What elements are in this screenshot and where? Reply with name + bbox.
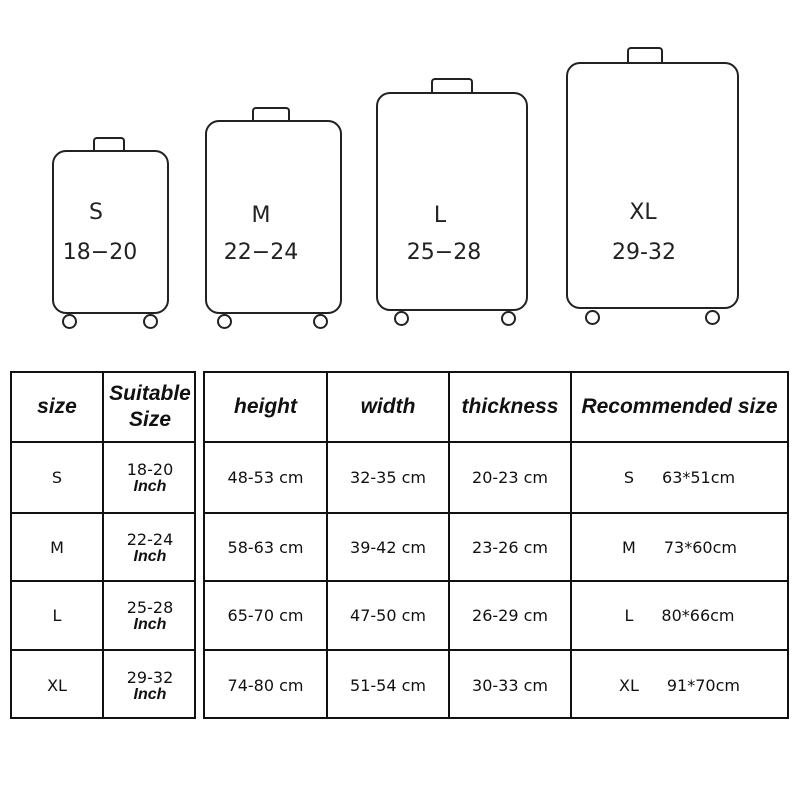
column-header: Recommended size [572,373,787,443]
size-cell: M [12,514,104,582]
suitable-size-table: size Suitable Size S 18-20 Inch M 22-24 Inch L 25… [10,371,196,719]
unit-label: Inch [133,685,167,703]
header-text: thickness [461,395,559,418]
recommended-size-cell: XL 91*70cm [572,651,787,719]
suitcase-handle [627,47,663,64]
height-value: 48-53 cm [227,468,304,487]
unit-label: Inch [133,547,167,565]
suitcase-wheel [585,310,600,325]
suitcase-wheel [394,311,409,326]
header-text: Recommended size [581,395,778,418]
header-text: width [360,395,416,418]
thickness-value: 30-33 cm [472,675,548,695]
size-value: M [50,537,64,557]
recommended-size-dimensions: 73*60cm [663,537,737,557]
thickness-value: 23-26 cm [472,537,548,557]
suitcase-wheel [313,314,328,329]
suitcase-size-label: M [251,203,271,228]
recommended-size: M 73*60cm [622,538,737,557]
height-value: 74-80 cm [227,675,304,695]
suitcase-handle [431,78,473,94]
thickness-value: 20-23 cm [472,468,548,487]
recommended-size-cell: M 73*60cm [572,514,787,582]
suitcase-wheel [705,310,720,325]
suitable-size-cell: 29-32 Inch [104,651,196,719]
suitable-size-cell: 18-20 Inch [104,443,196,514]
suitcase-size-label: XL [629,200,657,225]
size-value: XL [47,675,67,695]
width-cell: 47-50 cm [328,582,450,651]
header-text: height [234,395,297,418]
width-cell: 32-35 cm [328,443,450,514]
width-cell: 39-42 cm [328,514,450,582]
suitable-range: 25-28 [126,598,174,617]
column-header: size [12,373,104,443]
suitcase-wheel [62,314,77,329]
recommended-size-cell: L 80*66cm [572,582,787,651]
recommended-size-dimensions: 91*70cm [666,675,740,695]
suitcase-body [52,150,169,314]
width-value: 47-50 cm [350,606,426,625]
height-cell: 48-53 cm [205,443,328,514]
suitcase-wheel [217,314,232,329]
suitcase-wheel [501,311,516,326]
suitcase-range-label: 22−24 [223,240,299,265]
recommended-size: XL 91*70cm [619,676,740,695]
width-value: 39-42 cm [350,537,426,557]
width-value: 32-35 cm [350,468,426,487]
suitable-range: 29-32 [126,667,174,687]
thickness-cell: 30-33 cm [450,651,572,719]
suitable-range: 18-20 [126,460,174,479]
suitcase-body [205,120,342,314]
size-value: S [51,468,63,487]
recommended-size-dimensions: 80*66cm [661,606,735,625]
column-header: thickness [450,373,572,443]
recommended-size-letter: XL [619,675,639,695]
recommended-size-letter: L [624,606,634,625]
suitcase-size-label: L [433,203,447,228]
suitcase-body [376,92,528,311]
height-cell: 58-63 cm [205,514,328,582]
recommended-size-letter: S [623,468,635,487]
recommended-size: L 80*66cm [624,606,734,625]
recommended-size-letter: M [622,537,636,557]
suitcase-wheel [143,314,158,329]
dimensions-table: height width thickness Recommended size 48-5… [203,371,789,719]
column-header: Suitable Size [104,373,196,443]
column-header: height [205,373,328,443]
height-value: 65-70 cm [227,606,304,625]
size-cell: L [12,582,104,651]
width-value: 51-54 cm [350,675,426,695]
size-value: L [52,606,62,625]
suitable-size-cell: 22-24 Inch [104,514,196,582]
header-text: size [37,395,77,418]
suitcase-handle [93,137,125,152]
width-cell: 51-54 cm [328,651,450,719]
thickness-value: 26-29 cm [472,606,548,625]
unit-label: Inch [133,616,167,633]
suitcase-body [566,62,739,309]
recommended-size-dimensions: 63*51cm [662,468,736,487]
thickness-cell: 20-23 cm [450,443,572,514]
height-cell: 74-80 cm [205,651,328,719]
thickness-cell: 23-26 cm [450,514,572,582]
recommended-size: S 63*51cm [624,468,735,487]
height-cell: 65-70 cm [205,582,328,651]
size-cell: XL [12,651,104,719]
thickness-cell: 26-29 cm [450,582,572,651]
header-text: Suitable Size [109,382,191,431]
suitcase-range-label: 25−28 [406,240,482,265]
size-cell: S [12,443,104,514]
height-value: 58-63 cm [227,537,304,557]
suitable-range: 22-24 [126,529,174,549]
suitcase-range-label: 29-32 [612,240,676,265]
recommended-size-cell: S 63*51cm [572,443,787,514]
suitable-size-cell: 25-28 Inch [104,582,196,651]
unit-label: Inch [133,478,167,495]
suitcase-size-label: S [89,200,103,225]
suitcase-range-label: 18−20 [62,240,138,265]
column-header: width [328,373,450,443]
suitcase-handle [252,107,290,122]
